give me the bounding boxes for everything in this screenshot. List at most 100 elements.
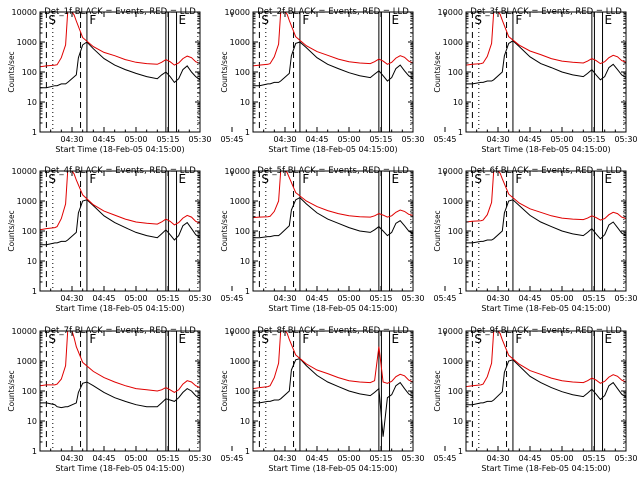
marker-label-f: F <box>89 172 96 186</box>
y-tick-label: 1000 <box>443 357 463 366</box>
x-tick-label: 04:45 <box>518 294 541 303</box>
marker-label-s: S <box>48 13 56 27</box>
x-tick-label: 04:30 <box>486 454 509 463</box>
y-tick-label: 100 <box>235 227 250 236</box>
y-tick-label: 10000 <box>438 327 463 336</box>
detector-panel-5: S F E 1 10 100 1000 10000 04:30 04:45 05:00 05:15 05… <box>220 166 457 313</box>
y-tick-label: 10 <box>240 417 250 426</box>
marker-label-e: E <box>179 13 187 27</box>
y-tick-label: 10 <box>27 417 37 426</box>
detector-panel-9: S F E 1 10 100 1000 10000 04:30 04:45 05:00 05:15 05… <box>433 326 638 473</box>
events-series-line <box>253 41 413 87</box>
y-tick-label: 1000 <box>17 197 37 206</box>
y-tick-label: 100 <box>448 227 463 236</box>
y-axis-label: Counts/sec <box>433 370 442 411</box>
y-tick-label: 10 <box>453 417 463 426</box>
y-tick-label: 10000 <box>12 8 37 17</box>
y-tick-label: 1 <box>245 447 250 456</box>
y-tick-label: 10 <box>453 257 463 266</box>
y-tick-label: 10000 <box>225 327 250 336</box>
plot-frame <box>465 330 627 452</box>
x-tick-label: 04:30 <box>273 135 296 144</box>
x-tick-label: 05:45 <box>433 294 456 303</box>
y-tick-label: 1 <box>458 287 463 296</box>
marker-label-e: E <box>392 332 400 346</box>
lld-series-line <box>466 331 626 388</box>
x-tick-label: 05:15 <box>582 135 605 144</box>
lld-series-line <box>466 171 626 223</box>
x-axis-label: Start Time (18-Feb-05 04:15:00) <box>268 145 397 154</box>
x-tick-label: 05:15 <box>156 454 179 463</box>
x-tick-label: 05:30 <box>401 454 424 463</box>
x-tick-label: 05:00 <box>337 294 360 303</box>
panel-title: Det_4f BLACK = Events, RED = LLD <box>44 166 196 176</box>
y-tick-label: 100 <box>22 387 37 396</box>
plot-frame <box>39 170 201 292</box>
lld-series-line <box>40 12 200 68</box>
marker-label-s: S <box>474 172 482 186</box>
y-tick-label: 1000 <box>230 38 250 47</box>
y-tick-label: 10000 <box>225 167 250 176</box>
marker-label-f: F <box>515 13 522 27</box>
x-tick-label: 04:45 <box>518 135 541 144</box>
detector-panel-7: S F E 1 10 100 1000 10000 04:30 04:45 05:00 05:15 05… <box>7 326 244 473</box>
y-axis-label: Counts/sec <box>7 51 16 92</box>
panel-title: Det_1f BLACK = Events, RED = LLD <box>44 7 196 17</box>
y-tick-label: 100 <box>235 68 250 77</box>
y-tick-label: 1 <box>32 447 37 456</box>
y-tick-label: 1 <box>458 128 463 137</box>
y-axis-label: Counts/sec <box>220 210 229 251</box>
detector-panel-8: S F E 1 10 100 1000 10000 04:30 04:45 05:00 05:15 05… <box>220 326 457 473</box>
detector-panel-2: S F E 1 10 100 1000 10000 04:30 04:45 05:00 05:15 05… <box>220 7 457 154</box>
events-series-line <box>253 196 413 239</box>
y-tick-label: 1000 <box>443 38 463 47</box>
x-axis-label: Start Time (18-Feb-05 04:15:00) <box>481 464 610 473</box>
x-tick-label: 04:30 <box>60 135 83 144</box>
y-tick-label: 100 <box>448 68 463 77</box>
lld-series-line <box>253 331 413 390</box>
y-axis-label: Counts/sec <box>220 51 229 92</box>
y-tick-label: 100 <box>22 68 37 77</box>
plot-frame <box>252 11 414 133</box>
y-tick-label: 1 <box>32 287 37 296</box>
plot-frame <box>465 11 627 133</box>
events-series-line <box>40 41 200 89</box>
x-tick-label: 05:15 <box>369 135 392 144</box>
y-tick-label: 100 <box>448 387 463 396</box>
marker-label-f: F <box>89 332 96 346</box>
x-tick-label: 05:00 <box>550 135 573 144</box>
y-axis-label: Counts/sec <box>433 51 442 92</box>
marker-label-e: E <box>179 332 187 346</box>
x-tick-label: 05:15 <box>156 294 179 303</box>
plot-frame <box>252 170 414 292</box>
events-series-line <box>40 199 200 246</box>
y-tick-label: 10 <box>27 257 37 266</box>
x-tick-label: 05:30 <box>614 294 637 303</box>
events-series-line <box>40 381 200 409</box>
y-tick-label: 100 <box>235 387 250 396</box>
events-series-line <box>466 359 626 406</box>
panel-title: Det_8f BLACK = Events, RED = LLD <box>257 326 409 336</box>
y-tick-label: 10 <box>240 257 250 266</box>
y-tick-label: 1000 <box>443 197 463 206</box>
marker-label-f: F <box>302 13 309 27</box>
panel-title: Det_9f BLACK = Events, RED = LLD <box>470 326 622 336</box>
x-tick-label: 05:00 <box>124 294 147 303</box>
x-tick-label: 05:15 <box>156 135 179 144</box>
x-tick-label: 05:45 <box>433 135 456 144</box>
marker-label-f: F <box>515 172 522 186</box>
y-tick-label: 1000 <box>230 357 250 366</box>
events-series-line <box>466 40 626 85</box>
marker-label-f: F <box>89 13 96 27</box>
x-tick-label: 05:30 <box>188 294 211 303</box>
x-tick-label: 05:30 <box>614 454 637 463</box>
x-tick-label: 05:00 <box>550 294 573 303</box>
marker-label-e: E <box>392 13 400 27</box>
y-axis-label: Counts/sec <box>220 370 229 411</box>
x-tick-label: 04:45 <box>92 135 115 144</box>
marker-label-e: E <box>179 172 187 186</box>
x-tick-label: 04:30 <box>273 294 296 303</box>
x-tick-label: 05:30 <box>188 135 211 144</box>
y-tick-label: 10 <box>27 98 37 107</box>
